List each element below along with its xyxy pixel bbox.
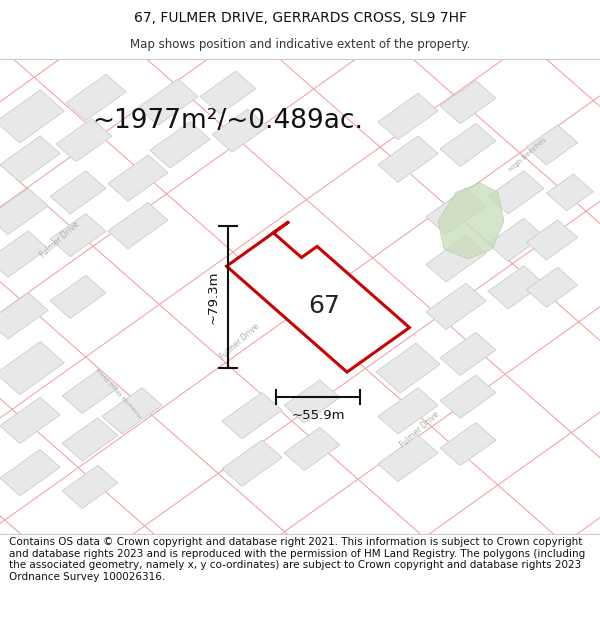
- Text: Fulmer Drive: Fulmer Drive: [398, 410, 442, 450]
- Polygon shape: [426, 188, 486, 234]
- Polygon shape: [378, 136, 438, 182]
- Polygon shape: [50, 214, 106, 257]
- Polygon shape: [56, 119, 112, 162]
- Text: Fulmer Drive: Fulmer Drive: [38, 220, 82, 260]
- Polygon shape: [108, 202, 168, 249]
- Polygon shape: [227, 222, 409, 372]
- Polygon shape: [0, 449, 60, 496]
- Polygon shape: [284, 428, 340, 471]
- Text: Contains OS data © Crown copyright and database right 2021. This information is : Contains OS data © Crown copyright and d…: [9, 537, 585, 582]
- Polygon shape: [0, 342, 64, 394]
- Text: 67: 67: [308, 294, 340, 318]
- Polygon shape: [488, 171, 544, 214]
- Polygon shape: [440, 375, 496, 418]
- Polygon shape: [0, 90, 64, 143]
- Text: ~1977m²/~0.489ac.: ~1977m²/~0.489ac.: [92, 108, 364, 134]
- Polygon shape: [150, 122, 210, 168]
- Polygon shape: [547, 174, 593, 211]
- Polygon shape: [108, 155, 168, 201]
- Polygon shape: [102, 388, 162, 434]
- Polygon shape: [138, 79, 198, 125]
- Polygon shape: [440, 332, 496, 376]
- Text: High Beeches: High Beeches: [508, 136, 548, 172]
- Polygon shape: [62, 466, 118, 508]
- Polygon shape: [0, 231, 48, 278]
- Polygon shape: [50, 276, 106, 318]
- Polygon shape: [426, 283, 486, 329]
- Text: ~79.3m: ~79.3m: [206, 270, 220, 324]
- Polygon shape: [62, 371, 118, 413]
- Polygon shape: [62, 418, 118, 461]
- Polygon shape: [50, 171, 106, 214]
- Polygon shape: [0, 292, 48, 339]
- Polygon shape: [526, 268, 578, 308]
- Polygon shape: [488, 218, 544, 261]
- Polygon shape: [222, 440, 282, 486]
- Text: Howards Wood Drive: Howards Wood Drive: [96, 366, 144, 418]
- Polygon shape: [284, 380, 340, 423]
- Polygon shape: [426, 236, 486, 282]
- Polygon shape: [378, 93, 438, 139]
- Polygon shape: [526, 220, 578, 260]
- Polygon shape: [376, 343, 440, 393]
- Polygon shape: [222, 392, 282, 439]
- Polygon shape: [438, 183, 504, 259]
- Polygon shape: [0, 188, 48, 234]
- Polygon shape: [66, 74, 126, 121]
- Polygon shape: [440, 81, 496, 124]
- Polygon shape: [212, 109, 268, 152]
- Polygon shape: [0, 136, 60, 182]
- Text: Map shows position and indicative extent of the property.: Map shows position and indicative extent…: [130, 38, 470, 51]
- Polygon shape: [488, 266, 544, 309]
- Polygon shape: [440, 123, 496, 166]
- Polygon shape: [526, 125, 578, 165]
- Text: ~55.9m: ~55.9m: [291, 409, 345, 422]
- Polygon shape: [378, 388, 438, 434]
- Polygon shape: [378, 435, 438, 481]
- Text: 67, FULMER DRIVE, GERRARDS CROSS, SL9 7HF: 67, FULMER DRIVE, GERRARDS CROSS, SL9 7H…: [133, 11, 467, 25]
- Polygon shape: [200, 71, 256, 114]
- Text: Fulmer Drive: Fulmer Drive: [218, 322, 262, 362]
- Polygon shape: [0, 398, 60, 444]
- Polygon shape: [440, 422, 496, 466]
